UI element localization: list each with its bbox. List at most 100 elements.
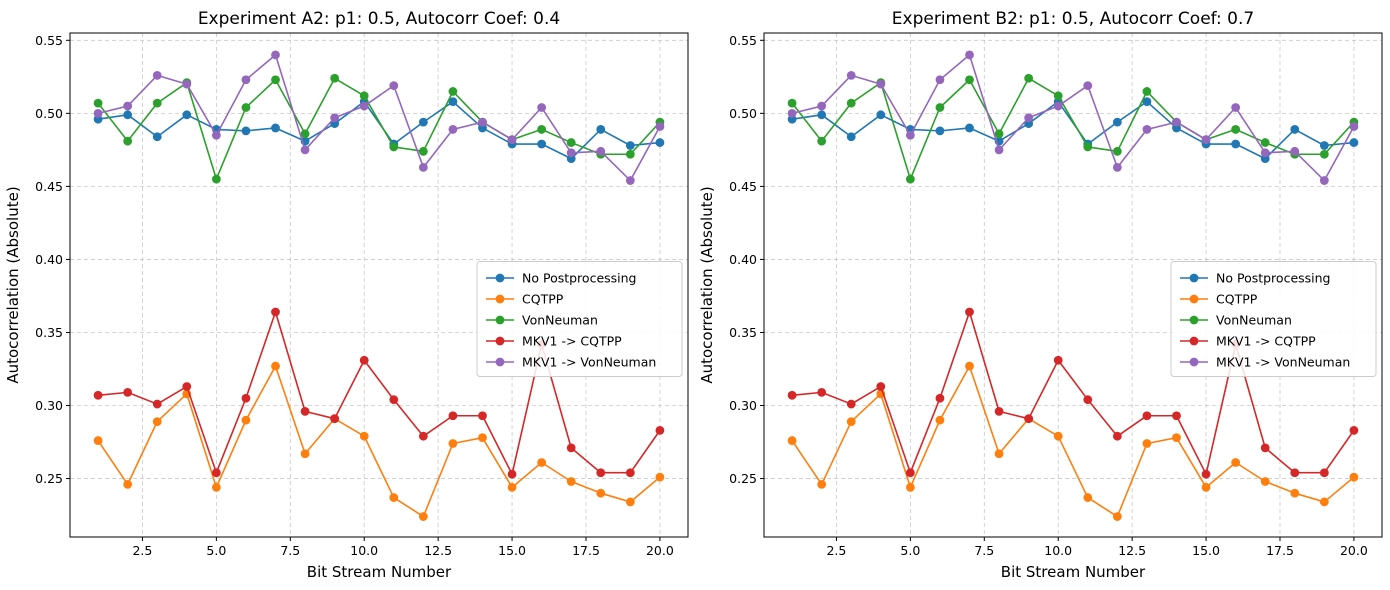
legend-label: MKV1 -> VonNeuman	[522, 355, 656, 370]
x-tick-label: 12.5	[1118, 543, 1146, 558]
data-point	[1349, 122, 1359, 131]
data-point	[1290, 488, 1300, 498]
data-point	[965, 75, 974, 85]
data-point	[300, 129, 310, 139]
data-point	[876, 382, 886, 391]
data-point	[271, 75, 280, 85]
data-point	[1319, 176, 1329, 185]
data-point	[271, 123, 280, 133]
data-point	[1201, 135, 1211, 145]
data-point	[1319, 468, 1329, 478]
data-point	[241, 75, 251, 85]
data-point	[817, 480, 827, 489]
data-point	[596, 488, 606, 498]
series-line	[97, 100, 660, 160]
y-tick-label: 0.40	[729, 252, 757, 267]
data-point	[1290, 146, 1300, 156]
plot-frame	[763, 32, 1383, 538]
data-point	[537, 458, 547, 467]
data-point	[271, 361, 280, 371]
data-point	[1024, 73, 1034, 83]
series-cqtpp	[93, 361, 665, 521]
data-point	[876, 110, 886, 120]
chart-title: Experiment A2: p1: 0.5, Autocorr Coef: 0…	[198, 9, 560, 29]
data-point	[418, 146, 428, 156]
x-tick-label: 5.0	[900, 543, 920, 558]
legend-marker	[1189, 273, 1199, 283]
data-point	[359, 101, 369, 111]
data-point	[93, 98, 103, 108]
data-point	[1290, 468, 1300, 478]
data-point	[994, 406, 1004, 416]
y-tick-label: 0.40	[35, 252, 63, 267]
data-point	[182, 79, 192, 89]
data-point	[596, 146, 606, 156]
series-line	[97, 77, 661, 180]
series-line	[791, 365, 1355, 518]
data-point	[566, 477, 576, 486]
y-tick-label: 0.30	[35, 398, 63, 413]
data-point	[1112, 163, 1122, 172]
data-point	[537, 103, 547, 112]
data-point	[152, 417, 162, 426]
data-point	[1142, 411, 1152, 421]
data-point	[359, 91, 369, 101]
data-point	[1231, 458, 1241, 467]
data-point	[1053, 101, 1063, 111]
data-point	[537, 125, 547, 134]
data-point	[625, 141, 635, 150]
legend-marker	[495, 273, 505, 283]
data-point	[905, 174, 915, 184]
data-point	[787, 436, 797, 445]
data-point	[817, 101, 827, 111]
legend-marker	[495, 315, 505, 325]
data-point	[418, 512, 428, 521]
legend-marker	[1189, 336, 1199, 346]
data-point	[1172, 411, 1181, 421]
data-point	[389, 395, 399, 405]
data-point	[211, 482, 221, 492]
x-tick-label: 15.0	[1192, 543, 1220, 558]
data-point	[935, 103, 945, 112]
data-point	[241, 126, 251, 136]
data-point	[817, 136, 827, 146]
data-point	[1260, 443, 1270, 453]
legend-label: MKV1 -> VonNeuman	[1216, 355, 1350, 370]
data-point	[418, 117, 428, 127]
data-point	[655, 138, 665, 147]
y-axis-label: Autocorrelation (Absolute)	[698, 186, 716, 383]
x-tick-label: 2.5	[132, 543, 152, 558]
series-line	[98, 311, 661, 475]
x-tick-label: 2.5	[826, 543, 846, 558]
chart-panel-1: Experiment A2: p1: 0.5, Autocorr Coef: 0…	[4, 9, 689, 581]
legend-label: CQTPP	[522, 292, 564, 307]
data-point	[994, 145, 1004, 155]
data-point	[271, 50, 280, 60]
y-tick-label: 0.50	[729, 106, 757, 121]
data-point	[655, 122, 665, 131]
y-tick-label: 0.45	[729, 179, 757, 194]
data-point	[905, 468, 915, 478]
legend-label: VonNeuman	[1216, 313, 1292, 328]
x-tick-label: 15.0	[498, 543, 526, 558]
data-point	[1349, 138, 1359, 147]
data-point	[846, 132, 856, 142]
data-point	[935, 126, 945, 136]
legend-marker	[1189, 315, 1199, 325]
data-point	[330, 414, 340, 424]
data-point	[300, 406, 310, 416]
data-point	[1172, 433, 1181, 443]
data-point	[965, 307, 974, 317]
data-point	[905, 482, 915, 492]
data-point	[537, 139, 547, 149]
data-point	[965, 361, 974, 371]
x-axis-label: Bit Stream Number	[1001, 563, 1146, 581]
data-point	[389, 493, 399, 502]
y-tick-label: 0.45	[35, 179, 63, 194]
data-point	[596, 468, 606, 478]
data-point	[448, 411, 458, 421]
series-mkv1-cqtpp	[787, 307, 1359, 479]
data-point	[93, 436, 103, 445]
series-line	[97, 54, 661, 182]
data-point	[507, 469, 517, 479]
